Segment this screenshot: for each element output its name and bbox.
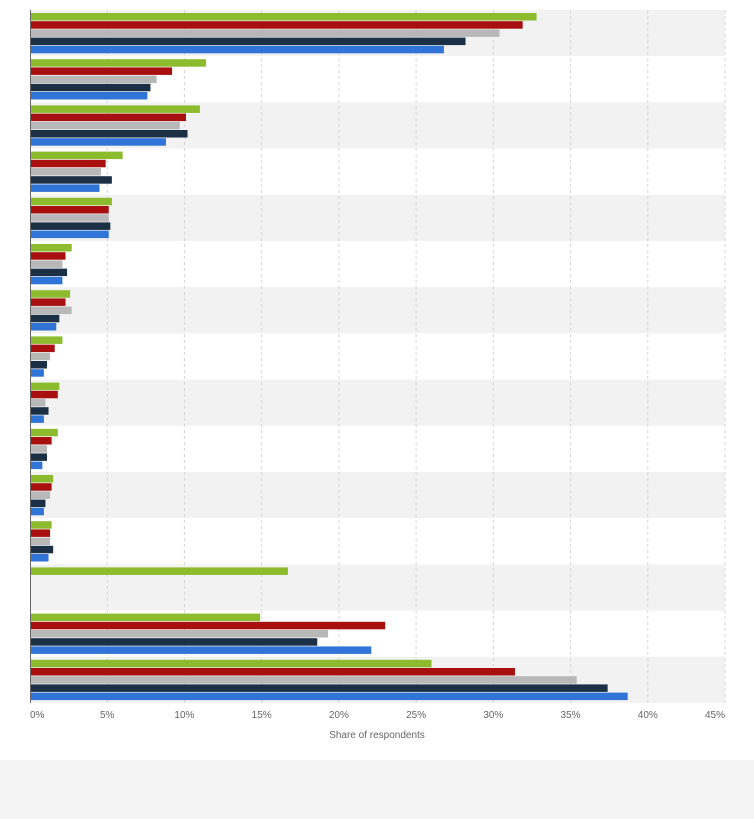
- bar[interactable]: [30, 151, 123, 160]
- footer-band: [0, 760, 754, 819]
- bar[interactable]: [30, 244, 72, 252]
- bar[interactable]: [30, 537, 51, 546]
- row-band: [30, 241, 725, 288]
- bar[interactable]: [30, 390, 58, 399]
- row-band: [30, 425, 725, 472]
- x-tick-label: 20%: [329, 710, 349, 721]
- bar[interactable]: [30, 168, 102, 176]
- row-band: [30, 333, 725, 380]
- x-tick-label: 35%: [561, 710, 581, 721]
- bar[interactable]: [30, 638, 318, 646]
- bar[interactable]: [30, 415, 44, 423]
- bar[interactable]: [30, 67, 173, 75]
- x-tick-label: 10%: [174, 710, 194, 721]
- bar[interactable]: [30, 130, 188, 138]
- bar[interactable]: [30, 668, 515, 676]
- bar[interactable]: [30, 252, 66, 260]
- bar[interactable]: [30, 437, 52, 445]
- bar[interactable]: [30, 276, 63, 285]
- bar[interactable]: [30, 507, 44, 516]
- x-tick-label: 0%: [30, 710, 45, 721]
- x-axis-ticks: 0% 5% 10% 15% 20% 25% 30% 35% 40% 45%: [30, 710, 725, 721]
- x-tick-label: 25%: [406, 710, 426, 721]
- bar[interactable]: [30, 113, 186, 122]
- x-tick-label: 30%: [483, 710, 503, 721]
- bar[interactable]: [30, 521, 52, 529]
- bar[interactable]: [30, 45, 444, 54]
- bar[interactable]: [30, 159, 106, 168]
- bar[interactable]: [30, 59, 207, 67]
- bar[interactable]: [30, 692, 628, 701]
- bar[interactable]: [30, 121, 180, 130]
- bar[interactable]: [30, 529, 51, 537]
- x-axis-title: Share of respondents: [329, 730, 425, 741]
- bar[interactable]: [30, 352, 51, 361]
- bar[interactable]: [30, 659, 432, 668]
- bar[interactable]: [30, 676, 577, 684]
- bar[interactable]: [30, 369, 44, 377]
- bar[interactable]: [30, 230, 109, 239]
- bar[interactable]: [30, 268, 68, 277]
- bar[interactable]: [30, 323, 57, 331]
- bar[interactable]: [30, 197, 112, 206]
- bar[interactable]: [30, 483, 52, 491]
- bar[interactable]: [30, 399, 46, 407]
- row-bands: [30, 10, 725, 703]
- bar[interactable]: [30, 382, 60, 391]
- bar[interactable]: [30, 475, 54, 483]
- bar[interactable]: [30, 613, 261, 622]
- bar[interactable]: [30, 21, 523, 29]
- bar[interactable]: [30, 361, 47, 369]
- bar[interactable]: [30, 428, 58, 437]
- bar[interactable]: [30, 646, 372, 654]
- bar[interactable]: [30, 407, 49, 415]
- bar[interactable]: [30, 491, 51, 499]
- bar[interactable]: [30, 621, 386, 630]
- bar[interactable]: [30, 214, 109, 222]
- bar[interactable]: [30, 554, 49, 562]
- bar[interactable]: [30, 545, 54, 554]
- bar[interactable]: [30, 37, 466, 46]
- bar[interactable]: [30, 314, 60, 323]
- bar[interactable]: [30, 206, 109, 214]
- bar[interactable]: [30, 29, 500, 37]
- row-band: [30, 287, 725, 334]
- bar[interactable]: [30, 336, 63, 344]
- row-band: [30, 472, 725, 519]
- bar[interactable]: [30, 567, 288, 575]
- x-tick-label: 40%: [638, 710, 658, 721]
- bar[interactable]: [30, 260, 63, 268]
- bar[interactable]: [30, 75, 157, 84]
- bar[interactable]: [30, 92, 148, 100]
- bar[interactable]: [30, 684, 608, 692]
- bar[interactable]: [30, 298, 66, 306]
- bar[interactable]: [30, 184, 100, 192]
- bar[interactable]: [30, 222, 111, 230]
- row-band: [30, 379, 725, 426]
- x-tick-label: 15%: [252, 710, 272, 721]
- bar[interactable]: [30, 290, 71, 298]
- bar[interactable]: [30, 499, 46, 508]
- bars: [30, 13, 628, 701]
- bar[interactable]: [30, 344, 55, 353]
- bar[interactable]: [30, 453, 47, 461]
- bar[interactable]: [30, 445, 47, 453]
- x-tick-label: 5%: [100, 710, 115, 721]
- row-band: [30, 194, 725, 241]
- x-tick-label: 45%: [705, 710, 725, 721]
- bar[interactable]: [30, 306, 72, 315]
- row-band: [30, 518, 725, 565]
- bar[interactable]: [30, 83, 151, 92]
- bar[interactable]: [30, 13, 537, 21]
- bar[interactable]: [30, 176, 112, 184]
- bar[interactable]: [30, 630, 329, 638]
- bar[interactable]: [30, 105, 200, 113]
- bar[interactable]: [30, 138, 166, 146]
- row-band: [30, 148, 725, 195]
- bar[interactable]: [30, 461, 43, 470]
